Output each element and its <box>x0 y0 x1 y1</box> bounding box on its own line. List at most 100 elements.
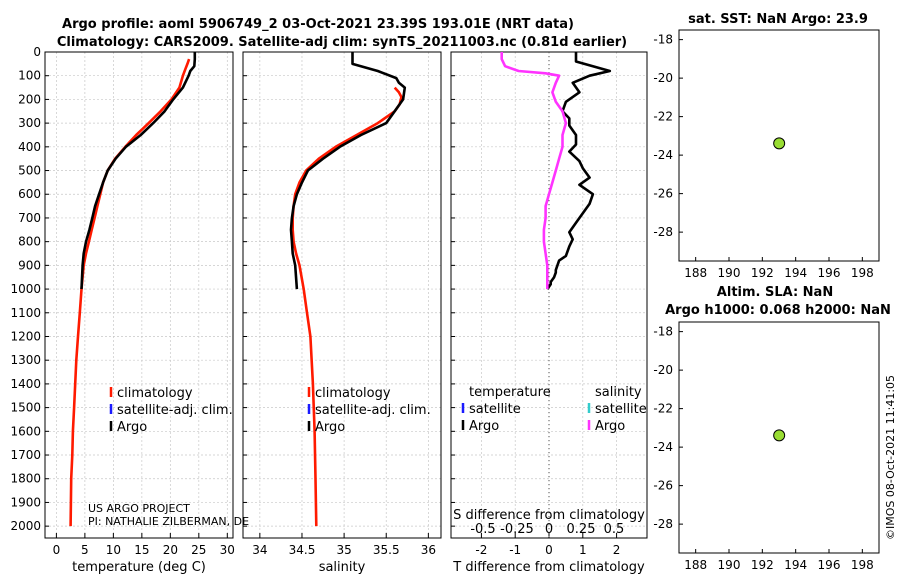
y-tick-label: 1800 <box>10 472 41 486</box>
y-tick-label: -26 <box>653 479 673 493</box>
y-tick-label: 200 <box>18 92 41 106</box>
title-line-1: Argo profile: aoml 5906749_2 03-Oct-2021… <box>62 17 574 32</box>
x-tick-label: 192 <box>751 558 774 572</box>
sla-map-panel: 188 190 192 194 196 198 -18 -20 -22 -24 -26 -28 <box>653 321 880 572</box>
x-axis-label: temperature (deg C) <box>72 560 206 575</box>
sla-map-title-line-2: Argo h1000: 0.068 h2000: NaN <box>665 303 891 318</box>
y-tick-label: -28 <box>653 225 673 239</box>
legend-header: temperature <box>469 385 551 400</box>
secondary-tick-label: 0 <box>545 522 553 537</box>
sst-map-panel: 188 190 192 194 196 198 -18 -20 -22 -24 -26 -28 <box>653 29 880 280</box>
secondary-tick-label: 0.5 <box>604 522 625 537</box>
y-tick-label: 1900 <box>10 495 41 509</box>
y-tick-label: 1400 <box>10 377 41 391</box>
map-frame <box>678 29 880 262</box>
x-tick-label: 35 <box>336 543 351 557</box>
secondary-axis-title: S difference from climatology <box>453 508 645 523</box>
y-tick-label: 1700 <box>10 448 41 462</box>
difference-profile-panel: -2 -1 0 1 2 T difference from climatology temp… <box>450 51 648 575</box>
y-tick-label: 1000 <box>10 282 41 296</box>
x-tick-label: 10 <box>106 543 121 557</box>
x-tick-label: 194 <box>784 558 807 572</box>
legend-label: Argo <box>469 419 499 434</box>
series-argo <box>80 52 197 290</box>
x-tick-label: 36 <box>421 543 436 557</box>
axes-frame <box>242 51 442 539</box>
title-line-2: Climatology: CARS2009. Satellite-adj cli… <box>57 35 627 50</box>
legend-label: satellite <box>469 402 521 417</box>
profile-location-marker <box>773 429 786 442</box>
y-tick-label: 1200 <box>10 329 41 343</box>
x-tick-label: -1 <box>509 543 521 557</box>
legend-label: climatology <box>315 386 391 401</box>
y-tick-label: 900 <box>18 258 41 272</box>
secondary-tick-label: 0.25 <box>567 522 596 537</box>
y-tick-label: 100 <box>18 69 41 83</box>
x-tick-label: 20 <box>163 543 178 557</box>
x-tick-label: 2 <box>613 543 621 557</box>
series-salinity-argo <box>500 52 568 290</box>
legend-label: Argo <box>117 420 147 435</box>
timestamp-label: ©IMOS 08-Oct-2021 11:41:05 <box>884 375 897 540</box>
y-tick-label: 1300 <box>10 353 41 367</box>
x-axis-label: salinity <box>319 560 366 575</box>
y-tick-label: 0 <box>33 45 41 59</box>
legend-label: Argo <box>315 420 345 435</box>
x-tick-label: 5 <box>81 543 89 557</box>
y-tick-label: 400 <box>18 140 41 154</box>
y-tick-label: -28 <box>653 517 673 531</box>
series-climatology <box>291 86 403 527</box>
project-annotation: PI: NATHALIE ZILBERMAN, DE <box>88 515 249 528</box>
y-tick-label: 300 <box>18 116 41 130</box>
x-tick-label: 0 <box>545 543 553 557</box>
axes-frame <box>44 51 234 539</box>
legend-label: Argo <box>595 419 625 434</box>
x-tick-label: 192 <box>751 266 774 280</box>
y-tick-label: -20 <box>653 71 673 85</box>
series-temperature-argo <box>546 52 612 290</box>
project-annotation: US ARGO PROJECT <box>88 502 190 515</box>
y-tick-label: 2000 <box>10 519 41 533</box>
legend-header: salinity <box>595 385 642 400</box>
y-tick-label: -22 <box>653 402 673 416</box>
map-frame <box>678 321 880 554</box>
y-tick-label: 1600 <box>10 424 41 438</box>
x-axis-label: T difference from climatology <box>452 560 645 575</box>
x-tick-label: 188 <box>684 266 707 280</box>
x-tick-label: 198 <box>851 558 874 572</box>
y-tick-label: -24 <box>653 440 673 454</box>
x-tick-label: 196 <box>818 266 841 280</box>
x-tick-label: 30 <box>220 543 235 557</box>
y-tick-label: 500 <box>18 164 41 178</box>
x-tick-label: 0 <box>53 543 61 557</box>
x-tick-label: 198 <box>851 266 874 280</box>
y-tick-label: 700 <box>18 211 41 225</box>
x-tick-label: 190 <box>718 266 741 280</box>
series-climatology <box>69 58 191 527</box>
y-tick-label: -18 <box>653 33 673 47</box>
profile-location-marker <box>773 137 786 150</box>
x-tick-label: 34 <box>252 543 267 557</box>
y-tick-label: -24 <box>653 148 673 162</box>
salinity-profile-panel: 34 34.5 35 35.5 36 salinity climatology satelli… <box>242 51 442 575</box>
x-tick-label: 190 <box>718 558 741 572</box>
y-tick-label: -18 <box>653 325 673 339</box>
series-argo <box>289 52 407 290</box>
x-tick-label: 25 <box>191 543 206 557</box>
x-tick-label: 196 <box>818 558 841 572</box>
x-tick-label: 188 <box>684 558 707 572</box>
y-tick-label: 800 <box>18 235 41 249</box>
y-tick-label: -26 <box>653 187 673 201</box>
y-tick-label: 600 <box>18 187 41 201</box>
x-tick-label: -2 <box>475 543 487 557</box>
panels: 0 5 10 15 20 25 300100200300400500600700800900… <box>10 29 880 575</box>
legend-label: satellite-adj. clim. <box>315 403 431 418</box>
sla-map-title-line-1: Altim. SLA: NaN <box>717 285 833 300</box>
x-tick-label: 1 <box>579 543 587 557</box>
legend-label: satellite-adj. clim. <box>117 403 233 418</box>
legend-label: satellite <box>595 402 647 417</box>
x-tick-label: 34.5 <box>289 543 316 557</box>
x-tick-label: 35.5 <box>373 543 400 557</box>
y-tick-label: 1500 <box>10 401 41 415</box>
